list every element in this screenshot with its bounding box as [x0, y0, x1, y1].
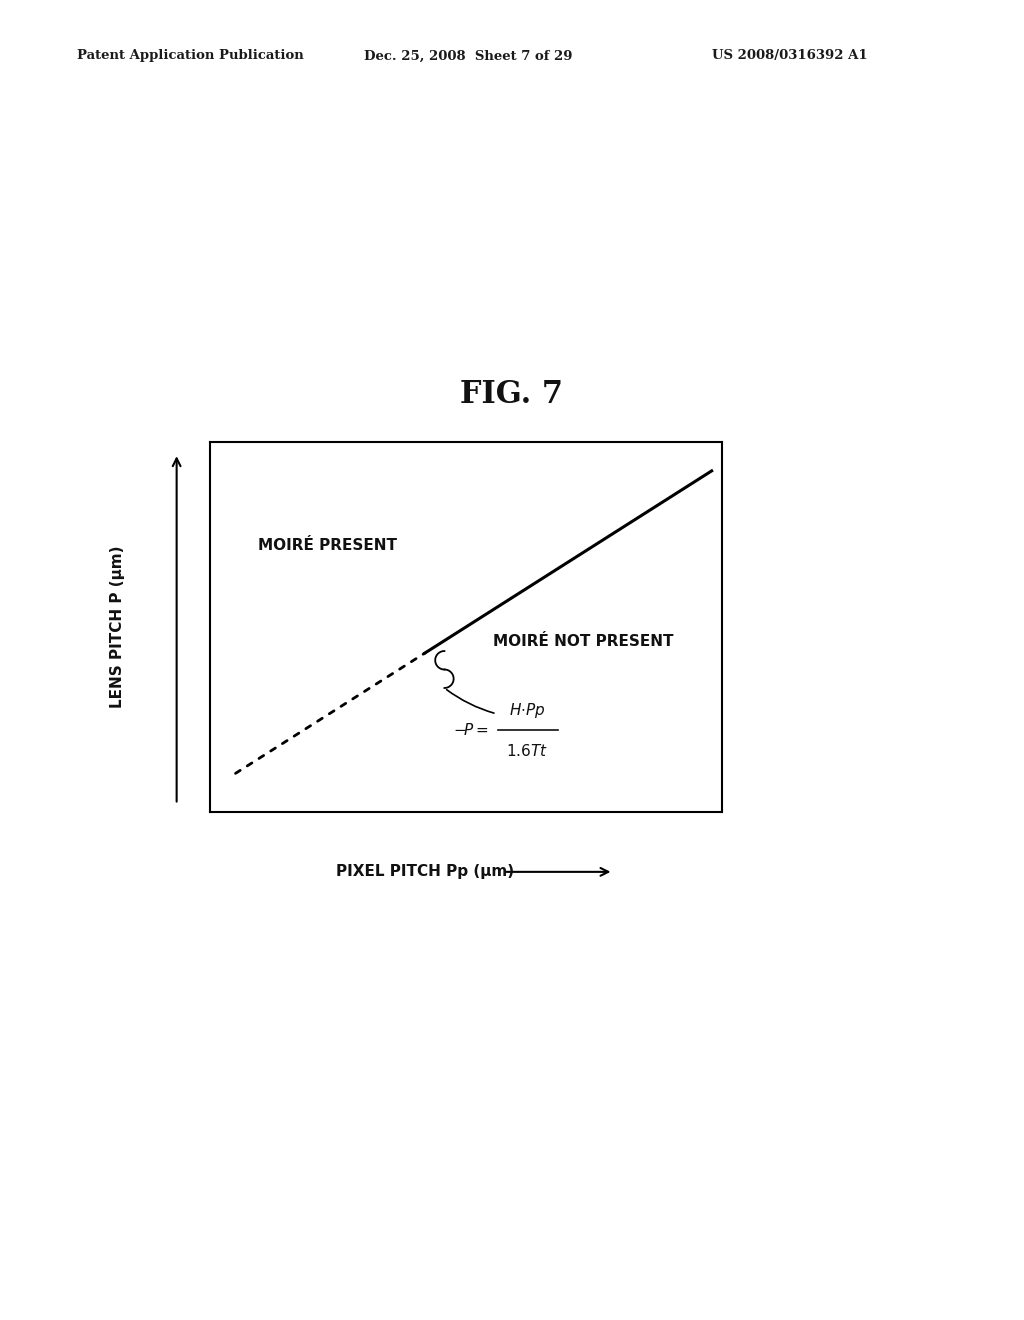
Text: MOIRÉ NOT PRESENT: MOIRÉ NOT PRESENT [494, 635, 674, 649]
Text: FIG. 7: FIG. 7 [461, 379, 563, 409]
Text: Dec. 25, 2008  Sheet 7 of 29: Dec. 25, 2008 Sheet 7 of 29 [364, 49, 572, 62]
Text: Patent Application Publication: Patent Application Publication [77, 49, 303, 62]
Text: LENS PITCH P (μm): LENS PITCH P (μm) [111, 545, 125, 709]
Text: MOIRÉ PRESENT: MOIRÉ PRESENT [258, 539, 397, 553]
Text: US 2008/0316392 A1: US 2008/0316392 A1 [712, 49, 867, 62]
Text: $-\!P =$: $-\!P =$ [454, 722, 489, 738]
Text: $1.6Tt$: $1.6Tt$ [506, 743, 549, 759]
Text: PIXEL PITCH Pp (μm): PIXEL PITCH Pp (μm) [336, 863, 514, 879]
Text: $H{\cdot}Pp$: $H{\cdot}Pp$ [509, 701, 546, 719]
